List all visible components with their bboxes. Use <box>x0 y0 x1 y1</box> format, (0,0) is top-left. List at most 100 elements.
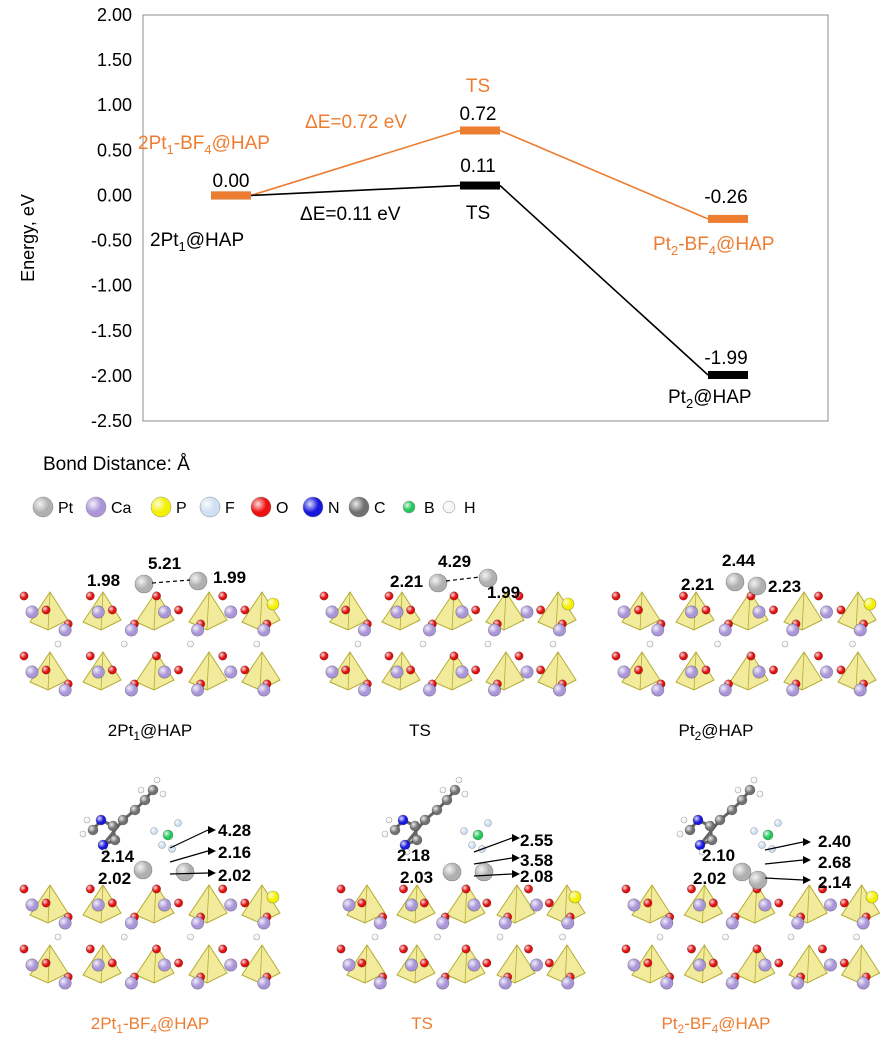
series-0-connector <box>499 184 709 376</box>
distance-label: 2.02 <box>218 866 251 885</box>
distance-label: 2.08 <box>520 867 553 886</box>
ca-atom-icon <box>85 496 107 518</box>
barrier-label-black: ΔE=0.11 eV <box>300 204 401 225</box>
state-label-ts-orange: TS <box>466 76 490 97</box>
structure-ts-bf4-hap <box>336 776 586 990</box>
distance-label: 4.28 <box>218 821 251 840</box>
h-atom-icon <box>442 500 456 514</box>
distance-arrow <box>473 857 513 865</box>
y-axis-label: Energy, eV <box>18 194 38 282</box>
distance-label: 1.99 <box>487 583 520 602</box>
value-label-end-black: -1.99 <box>704 348 747 369</box>
distance-label: 2.14 <box>101 847 135 866</box>
legend-label: Ca <box>111 500 132 517</box>
legend-label: H <box>464 500 476 517</box>
legend-label: B <box>424 500 435 517</box>
legend-label: F <box>225 500 235 517</box>
structure-2pt1-hap <box>19 571 281 697</box>
c-atom-icon <box>348 496 370 518</box>
structure-panels <box>19 568 881 990</box>
y-tick-label: -2.50 <box>91 411 132 431</box>
f-atom-icon <box>199 496 221 518</box>
pt-atom-icon <box>32 496 54 518</box>
distance-label: 2.21 <box>390 572 423 591</box>
distance-label: 2.18 <box>397 846 430 865</box>
distance-label: 2.16 <box>218 843 251 862</box>
y-tick-label: 0.50 <box>97 140 132 160</box>
structure-pt2-hap <box>611 572 877 697</box>
distance-label: 2.03 <box>400 868 433 887</box>
distance-arrow <box>169 850 209 863</box>
series-0-connector <box>250 184 461 197</box>
distance-label: 2.14 <box>818 873 852 892</box>
value-label-ts-black: 0.11 <box>460 156 496 177</box>
state-label-pt2-bf4-hap: Pt2-BF4@HAP <box>653 234 774 258</box>
series-1-level-2 <box>708 214 748 223</box>
distance-label: 2.40 <box>818 832 851 851</box>
caption-2pt1-hap: 2Pt1@HAP <box>108 721 192 743</box>
y-tick-labels: 2.00 1.50 1.00 0.50 0.00 -0.50 -1.00 -1.50 -2.00… <box>91 5 132 431</box>
o-atom-icon <box>250 496 272 518</box>
distance-label: 2.44 <box>722 551 756 570</box>
state-label-2pt1-hap: 2Pt1@HAP <box>150 230 244 254</box>
legend-label: Pt <box>58 500 74 517</box>
state-label-pt2-hap: Pt2@HAP <box>668 387 752 411</box>
b-atom-icon <box>402 500 416 514</box>
distance-label: 3.58 <box>520 851 553 870</box>
distance-label: 2.23 <box>768 577 801 596</box>
value-label-ts-orange: 0.72 <box>460 104 497 125</box>
caption-2pt1-bf4-hap: 2Pt1-BF4@HAP <box>91 1014 210 1036</box>
y-tick-label: 2.00 <box>97 5 132 25</box>
plot-frame <box>142 14 829 422</box>
distance-label: 2.55 <box>520 831 553 850</box>
p-atom-icon <box>150 496 172 518</box>
atom-legend: Pt Ca P F O N C B H <box>32 496 476 518</box>
n-atom-icon <box>302 496 324 518</box>
state-label-2pt1-bf4-hap: 2Pt1-BF4@HAP <box>138 133 270 157</box>
distance-arrow <box>473 873 513 877</box>
distance-arrow <box>764 859 804 865</box>
legend-label: O <box>276 500 288 517</box>
energy-chart: 2.00 1.50 1.00 0.50 0.00 -0.50 -1.00 -1.50 -2.00… <box>18 5 829 431</box>
caption-ts-bottom: TS <box>411 1014 433 1033</box>
caption-ts-top: TS <box>409 721 431 740</box>
series-connectors <box>250 129 709 376</box>
barrier-label-orange: ΔE=0.72 eV <box>305 112 407 133</box>
distance-label: 2.02 <box>693 869 726 888</box>
series-0-level-1 <box>460 181 500 190</box>
distance-label: 2.68 <box>818 853 851 872</box>
distance-arrow <box>764 877 804 881</box>
value-label-end-orange: -0.26 <box>704 187 747 208</box>
distance-label: 2.02 <box>98 869 131 888</box>
y-tick-label: -1.00 <box>91 276 132 296</box>
caption-pt2-hap: Pt2@HAP <box>679 721 754 743</box>
y-tick-label: 1.50 <box>97 50 132 70</box>
bond-distance-labels: 1.98 5.21 1.99 2.21 4.29 1.99 2.44 2.21 2.23 4.28… <box>87 551 852 892</box>
structure-2pt1-bf4-hap <box>19 776 281 990</box>
legend-label: C <box>374 500 386 517</box>
distance-arrow <box>169 872 209 875</box>
legend-label: P <box>176 500 187 517</box>
caption-pt2-bf4-hap: Pt2-BF4@HAP <box>661 1014 770 1036</box>
series-1-connector <box>499 129 709 220</box>
series-1-connector <box>250 129 461 197</box>
y-tick-label: -1.50 <box>91 321 132 341</box>
distance-arrow <box>764 841 804 851</box>
y-tick-label: 1.00 <box>97 95 132 115</box>
series-0-level-2 <box>708 370 748 379</box>
y-tick-label: 0.00 <box>97 185 132 205</box>
structure-ts-top <box>319 568 577 697</box>
structure-pt2-bf4-hap <box>621 776 881 990</box>
series-1-level-0 <box>211 191 251 200</box>
distance-label: 4.29 <box>438 552 471 571</box>
distance-arrow <box>473 837 513 853</box>
energy-levels <box>211 126 748 379</box>
distance-label: 2.10 <box>702 846 735 865</box>
y-tick-label: -2.00 <box>91 366 132 386</box>
distance-label: 5.21 <box>148 554 181 573</box>
distance-label: 2.21 <box>681 575 714 594</box>
value-label-start: 0.00 <box>213 171 250 192</box>
bond-distance-header: Bond Distance: Å <box>43 454 190 475</box>
distance-label: 1.99 <box>213 568 246 587</box>
